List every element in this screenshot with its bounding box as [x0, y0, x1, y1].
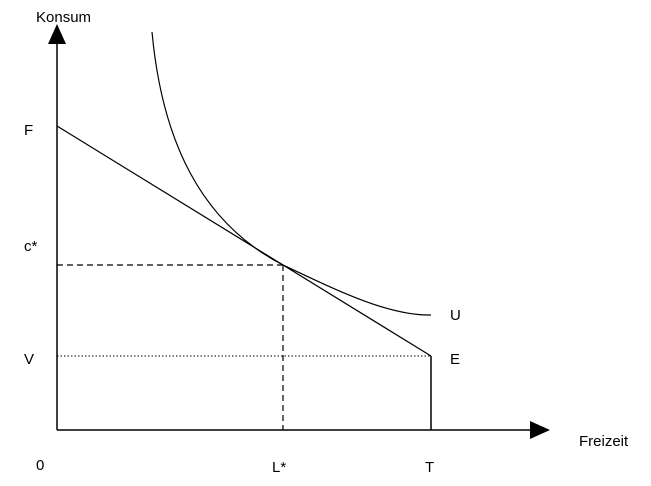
label-V: V — [24, 351, 34, 368]
x-axis-arrowhead — [530, 421, 550, 439]
label-E: E — [450, 351, 460, 368]
y-axis-title: Konsum — [36, 9, 91, 26]
label-U: U — [450, 307, 461, 324]
x-axis-title: Freizeit — [579, 433, 629, 450]
origin-label: 0 — [36, 457, 44, 474]
label-c-star: c* — [24, 238, 38, 255]
y-axis-arrowhead — [48, 24, 66, 44]
label-L-star: L* — [272, 459, 286, 476]
label-T: T — [425, 459, 434, 476]
indifference-curve — [151, 31, 432, 316]
budget-line — [56, 125, 432, 357]
label-F: F — [24, 122, 33, 139]
